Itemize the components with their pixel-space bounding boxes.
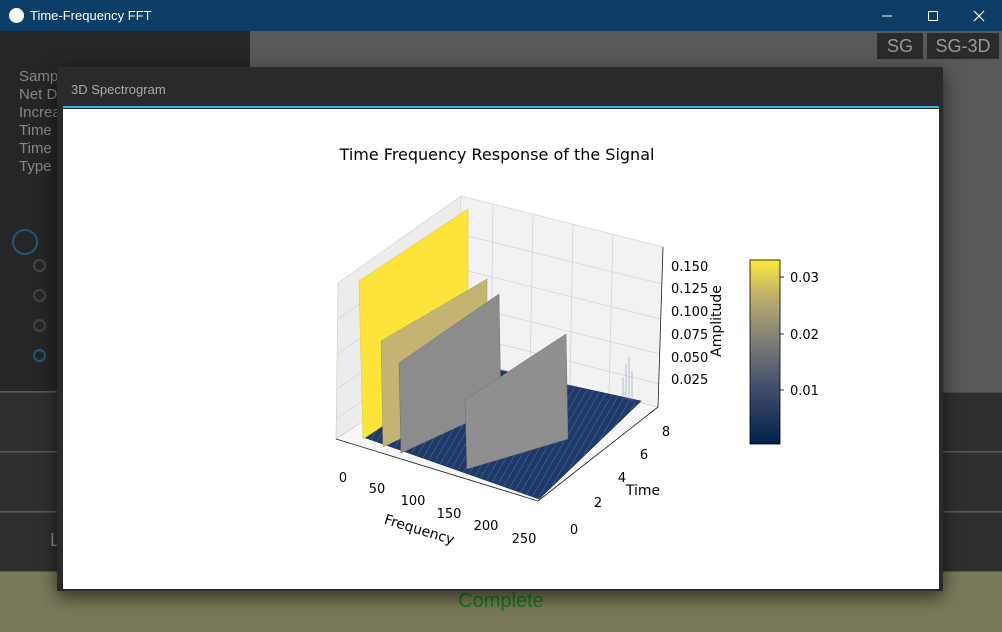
surface-chart: Time Frequency Response of the Signal bbox=[335, 145, 819, 548]
frequency-tick-label: 250 bbox=[512, 532, 537, 547]
amplitude-tick-label: 0.125 bbox=[671, 282, 708, 297]
time-tick-label: 8 bbox=[662, 425, 670, 440]
close-button[interactable] bbox=[956, 0, 1002, 31]
dialog-title-separator bbox=[63, 106, 939, 108]
frequency-tick-label: 150 bbox=[437, 507, 462, 522]
chart-title: Time Frequency Response of the Signal bbox=[339, 145, 655, 164]
amplitude-tick-label: 0.100 bbox=[671, 305, 708, 320]
amplitude-tick-label: 0.075 bbox=[671, 328, 708, 343]
left-panel-label: Samp bbox=[19, 68, 59, 85]
left-panel-label: Type bbox=[19, 158, 52, 175]
colorbar bbox=[749, 259, 781, 445]
colorbar-tick-label: 0.01 bbox=[790, 384, 819, 399]
dialog-title: 3D Spectrogram bbox=[71, 82, 166, 97]
spectrogram-plot: Time Frequency Response of the Signal bbox=[63, 109, 939, 589]
window-title: Time-Frequency FFT bbox=[30, 8, 152, 23]
time-tick-label: 0 bbox=[570, 523, 578, 538]
colorbar-ticks bbox=[780, 276, 784, 391]
slider-handle[interactable] bbox=[12, 229, 38, 255]
amplitude-axis-label: Amplitude bbox=[709, 285, 725, 357]
amplitude-tick-label: 0.150 bbox=[671, 260, 708, 275]
title-bar: Time-Frequency FFT bbox=[0, 0, 1002, 31]
colorbar-tick-label: 0.03 bbox=[790, 271, 819, 286]
frequency-tick-label: 100 bbox=[401, 494, 426, 509]
maximize-button[interactable] bbox=[910, 0, 956, 31]
amplitude-tick-label: 0.050 bbox=[671, 351, 708, 366]
app-logo-icon bbox=[9, 8, 24, 23]
amplitude-tick-label: 0.025 bbox=[671, 373, 708, 388]
maximize-icon bbox=[928, 10, 938, 21]
time-axis-label: Time bbox=[625, 483, 660, 499]
frequency-tick-label: 200 bbox=[474, 519, 499, 534]
time-axis-line bbox=[537, 406, 659, 502]
left-panel-label: Net D bbox=[19, 86, 58, 103]
radio-option[interactable] bbox=[33, 259, 46, 272]
spectrogram-dialog: 3D Spectrogram Time Frequency Response o… bbox=[57, 67, 943, 591]
action-button-label: L bbox=[50, 530, 61, 550]
ridge-noise bbox=[622, 357, 633, 401]
close-icon bbox=[973, 10, 985, 21]
amplitude-axis-line bbox=[657, 246, 664, 408]
frequency-tick-label: 50 bbox=[369, 482, 386, 497]
minimize-button[interactable] bbox=[864, 0, 910, 31]
ridge-peak-4 bbox=[464, 333, 569, 470]
left-panel-label: Increa bbox=[19, 104, 61, 121]
time-tick-label: 4 bbox=[618, 471, 626, 486]
status-text: Complete bbox=[458, 590, 544, 612]
radio-option-selected[interactable] bbox=[33, 349, 46, 362]
colorbar-tick-label: 0.02 bbox=[790, 328, 819, 343]
radio-option[interactable] bbox=[33, 319, 46, 332]
time-tick-label: 6 bbox=[640, 448, 648, 463]
frequency-tick-label: 0 bbox=[339, 471, 347, 486]
tab-sg[interactable]: SG bbox=[877, 33, 923, 59]
frequency-axis-line bbox=[335, 438, 539, 502]
tab-sg-3d[interactable]: SG-3D bbox=[927, 33, 999, 59]
left-panel-label: Time bbox=[19, 140, 52, 157]
minimize-icon bbox=[882, 15, 892, 16]
radio-option[interactable] bbox=[33, 289, 46, 302]
left-panel-label: Time bbox=[19, 122, 52, 139]
time-tick-label: 2 bbox=[594, 496, 602, 511]
